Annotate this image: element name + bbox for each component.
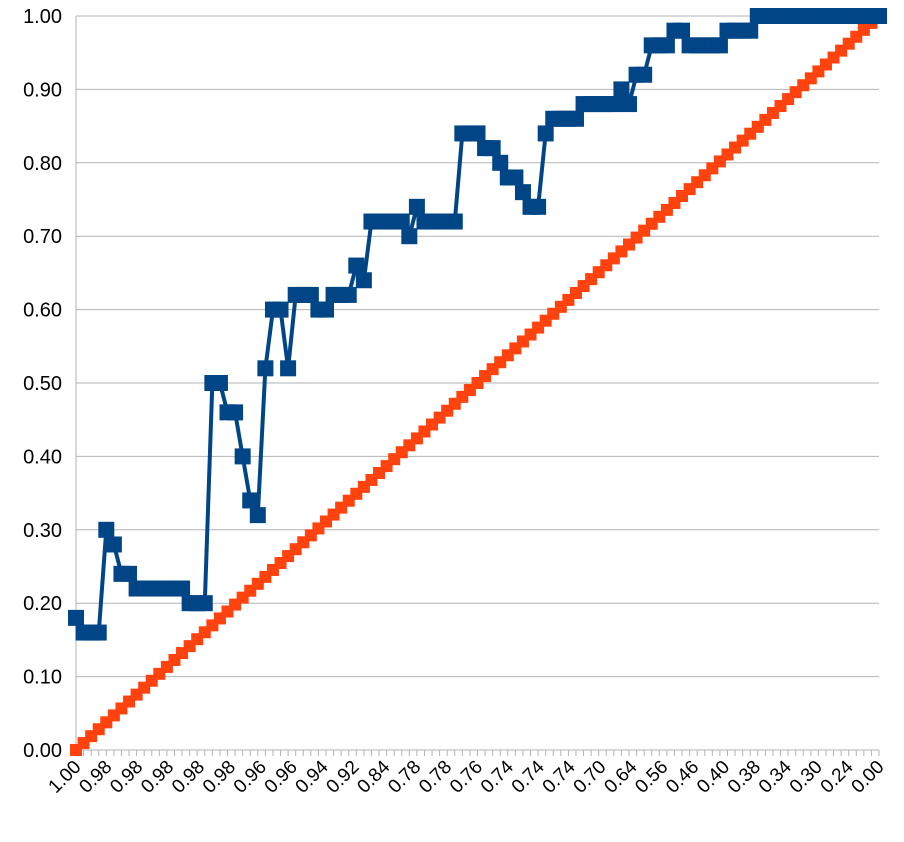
x-tick-label: 0.96 [261, 757, 302, 798]
x-tick-label: 0.46 [662, 757, 703, 798]
data-point [484, 140, 501, 157]
y-tick-label: 0.40 [23, 446, 62, 468]
x-tick-label: 0.78 [415, 757, 456, 798]
data-point [674, 22, 691, 39]
data-point [742, 22, 759, 39]
x-tick-label: 0.96 [230, 757, 271, 798]
data-point [514, 184, 531, 201]
y-tick-label: 0.90 [23, 79, 62, 101]
x-tick-label: 0.74 [477, 756, 518, 797]
x-tick-label: 0.98 [199, 757, 240, 798]
data-point [621, 96, 638, 113]
data-point [711, 37, 728, 54]
data-point [234, 448, 251, 465]
x-tick-label: 0.98 [106, 757, 147, 798]
series-reference [70, 10, 885, 756]
x-tick-label: 0.74 [539, 756, 580, 797]
data-point [492, 154, 509, 171]
data-point [507, 169, 524, 186]
data-point [242, 492, 259, 509]
data-point [227, 404, 244, 421]
x-tick-label: 0.64 [600, 756, 641, 797]
x-tick-label: 0.38 [724, 757, 765, 798]
x-tick-label: 0.98 [168, 757, 209, 798]
x-tick-label: 0.70 [570, 757, 611, 798]
data-point [280, 360, 297, 377]
data-point [68, 609, 84, 626]
data-point [211, 375, 228, 391]
y-tick-label: 0.10 [23, 667, 62, 689]
x-tick-label: 0.34 [755, 756, 796, 797]
data-point [636, 66, 653, 83]
y-tick-label: 1.00 [23, 6, 62, 28]
y-tick-label: 0.60 [23, 300, 62, 322]
series-line [74, 14, 879, 635]
x-tick-label: 0.84 [353, 756, 394, 797]
x-tick-label: 0.76 [446, 757, 487, 798]
data-point [98, 521, 115, 538]
data-point [272, 301, 289, 318]
y-tick-label: 0.30 [23, 520, 62, 542]
data-point [196, 595, 213, 612]
x-tick-label: 0.98 [75, 757, 116, 798]
reference-point [850, 30, 863, 43]
x-ticks [75, 750, 880, 756]
x-tick-label: 0.78 [384, 757, 425, 798]
data-point [174, 580, 191, 597]
data-point [469, 125, 486, 142]
data-point [90, 624, 107, 641]
data-point [355, 272, 372, 289]
x-tick-label: 0.30 [786, 757, 827, 798]
x-tick-label: 0.00 [848, 757, 889, 798]
data-point [348, 257, 365, 274]
data-point [537, 125, 554, 142]
x-tick-label: 0.94 [292, 756, 333, 797]
y-tick-label: 0.20 [23, 593, 62, 615]
data-point [446, 213, 463, 230]
data-point [302, 286, 319, 303]
y-tick-label: 0.80 [23, 153, 62, 175]
data-point [340, 286, 357, 303]
data-point [249, 507, 266, 524]
y-tick-label: 0.50 [23, 373, 62, 395]
x-tick-label: 1.00 [45, 757, 86, 798]
data-point [257, 360, 274, 377]
data-point [105, 536, 122, 553]
data-point [530, 198, 547, 215]
x-tick-label: 0.24 [817, 756, 858, 797]
data-point [613, 81, 630, 98]
data-point [317, 301, 334, 318]
y-tick-label: 0.00 [23, 740, 62, 762]
data-point [401, 228, 418, 245]
x-tick-label: 0.98 [137, 757, 178, 798]
reference-point [244, 584, 257, 597]
data-point [121, 565, 138, 582]
x-tick-label: 0.92 [322, 757, 363, 798]
y-tick-label: 0.70 [23, 226, 62, 248]
reference-point [335, 501, 348, 514]
data-point [567, 110, 584, 127]
reference-point [819, 58, 832, 71]
reference-point [509, 342, 522, 355]
data-point [605, 96, 622, 113]
x-tick-label: 0.56 [631, 757, 672, 798]
data-point [871, 8, 887, 24]
data-point [408, 198, 425, 215]
data-point [658, 37, 675, 54]
x-tick-label: 0.74 [508, 756, 549, 797]
x-tick-label: 0.40 [693, 757, 734, 798]
series-main [68, 8, 887, 641]
data-point [393, 213, 410, 230]
